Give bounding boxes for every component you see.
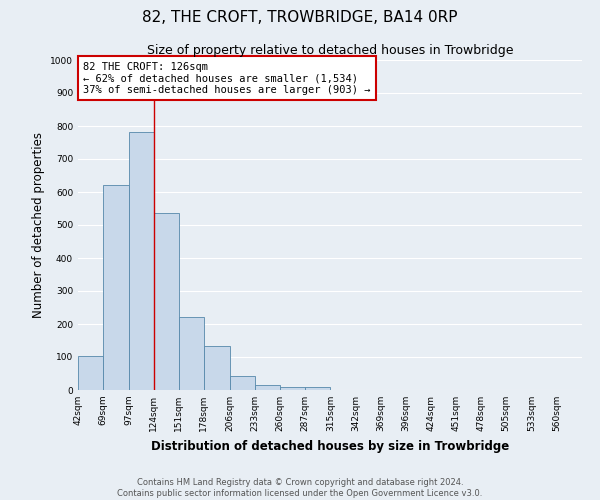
Text: 82 THE CROFT: 126sqm
← 62% of detached houses are smaller (1,534)
37% of semi-de: 82 THE CROFT: 126sqm ← 62% of detached h… [83, 62, 371, 95]
X-axis label: Distribution of detached houses by size in Trowbridge: Distribution of detached houses by size … [151, 440, 509, 452]
Bar [204, 346, 230, 390]
Bar [129, 132, 154, 390]
Bar [179, 318, 204, 390]
Y-axis label: Number of detached properties: Number of detached properties [32, 132, 44, 318]
Bar [254, 385, 280, 390]
Bar [305, 386, 331, 390]
Title: Size of property relative to detached houses in Trowbridge: Size of property relative to detached ho… [147, 44, 513, 58]
Bar [154, 214, 179, 390]
Text: 82, THE CROFT, TROWBRIDGE, BA14 0RP: 82, THE CROFT, TROWBRIDGE, BA14 0RP [142, 10, 458, 25]
Text: Contains HM Land Registry data © Crown copyright and database right 2024.
Contai: Contains HM Land Registry data © Crown c… [118, 478, 482, 498]
Bar [78, 356, 103, 390]
Bar [103, 184, 129, 390]
Bar [280, 386, 305, 390]
Bar [230, 376, 254, 390]
